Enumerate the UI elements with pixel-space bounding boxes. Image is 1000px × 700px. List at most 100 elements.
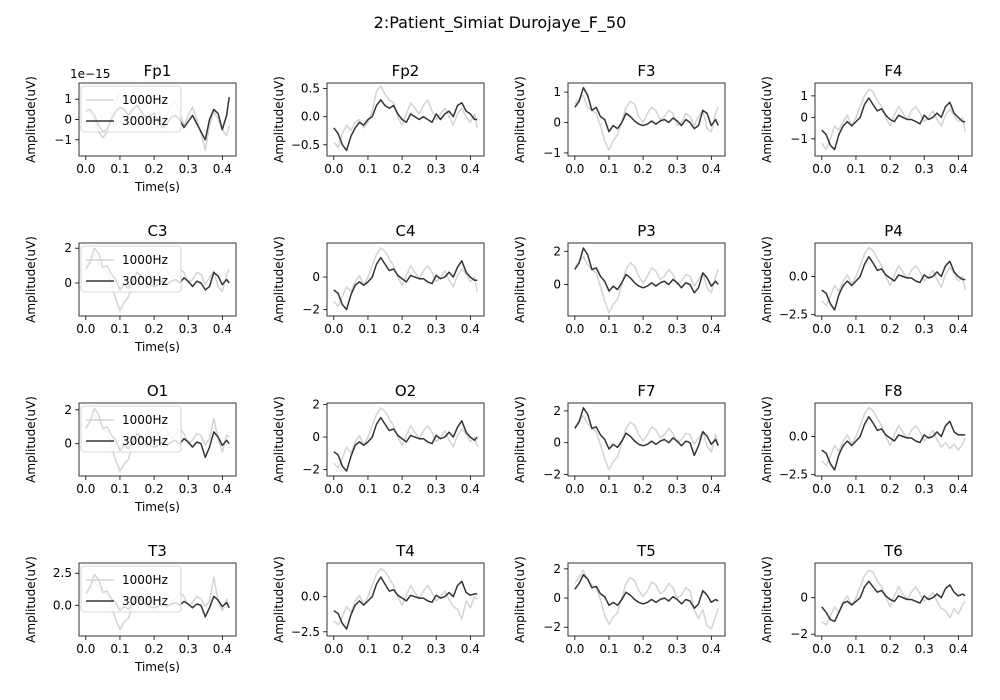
x-tick-label: 0.3 [427,322,446,336]
subplot-fp1: Fp1 0.0 0.1 0.2 0.3 0.4 1 0 −1 Amplitude(uV) Time(… [24,62,237,194]
series-line-1000hz [821,246,966,307]
y-tick-label: 0 [553,591,561,605]
series-line-1000hz [821,569,966,626]
subplot-title: Fp2 [392,62,420,80]
subplot-title: O2 [395,382,416,400]
y-tick-label: −2 [543,620,561,634]
y-tick-label: −2.5 [779,467,808,481]
x-tick-label: 0.2 [393,322,412,336]
plot-area [333,407,478,472]
y-tick-label: 0 [312,430,320,444]
y-axis-label: Amplitude(uV) [272,396,286,483]
y-tick-label: 2 [64,241,72,255]
x-tick-label: 0.1 [358,642,377,656]
subplot-t3: T3 0.0 0.1 0.2 0.3 0.4 2.5 0.0 Amplitude(uV) Time… [24,542,237,674]
y-axis-label: Amplitude(uV) [760,556,774,643]
series-line-1000hz [333,567,478,626]
series-line-3000hz [574,573,719,610]
legend: 1000Hz 3000Hz [80,565,182,613]
plot-area [574,569,719,630]
x-tick-label: 0.0 [565,322,584,336]
axes-frame [814,402,973,477]
y-tick-label: −2 [543,467,561,481]
series-line-3000hz [333,99,478,152]
y-tick-label: 1 [553,85,561,99]
subplot-t4: T4 0.0 0.1 0.2 0.3 0.4 0.0 −2.5 Amplitude(uV) [272,542,485,656]
x-tick-label: 0.0 [565,162,584,176]
x-tick-label: 0.4 [213,642,232,656]
x-tick-label: 0.1 [358,482,377,496]
series-line-3000hz [574,247,719,294]
x-tick-label: 0.0 [324,322,343,336]
x-tick-label: 0.2 [881,642,900,656]
x-tick-label: 0.3 [668,322,687,336]
y-tick-label: 0 [312,270,320,284]
x-tick-label: 0.1 [599,162,618,176]
x-tick-label: 0.3 [427,642,446,656]
x-tick-label: 0.3 [915,322,934,336]
x-tick-label: 0.4 [949,482,968,496]
y-tick-label: 0 [800,110,808,124]
subplot-f3: F3 0.0 0.1 0.2 0.3 0.4 1 0 −1 Amplitude(uV) [513,62,726,176]
x-tick-label: 0.0 [565,642,584,656]
y-tick-label: 0 [64,113,72,127]
legend-label: 1000Hz [122,93,168,107]
plot-area [333,567,478,630]
x-tick-label: 0.2 [393,482,412,496]
x-tick-label: 0.4 [213,322,232,336]
x-tick-label: 0.4 [702,322,721,336]
x-tick-label: 0.1 [846,482,865,496]
y-axis-label: Amplitude(uV) [272,236,286,323]
axes-frame [78,562,237,637]
subplot-p3: P3 0.0 0.1 0.2 0.3 0.4 2 0 Amplitude(uV) [513,222,726,336]
series-line-3000hz [333,576,478,630]
subplot-grid: Fp1 0.0 0.1 0.2 0.3 0.4 1 0 −1 Amplitude(uV) Time(… [24,62,973,674]
x-tick-label: 0.2 [881,162,900,176]
legend-label: 1000Hz [122,253,168,267]
y-tick-label: −0.5 [291,138,320,152]
series-line-1000hz [574,94,719,151]
x-axis-label: Time(s) [134,340,180,354]
y-axis-label: Amplitude(uV) [760,76,774,163]
x-tick-label: 0.4 [213,482,232,496]
legend-label: 3000Hz [122,274,168,288]
y-axis-label: Amplitude(uV) [24,76,38,163]
y-tick-label: −2 [302,303,320,317]
series-line-3000hz [821,255,966,311]
x-tick-label: 0.1 [599,322,618,336]
y-axis-label: Amplitude(uV) [24,236,38,323]
series-line-1000hz [574,255,719,314]
series-line-1000hz [574,414,719,471]
x-tick-label: 0.2 [145,482,164,496]
x-tick-label: 0.0 [76,482,95,496]
x-tick-label: 0.3 [179,162,198,176]
subplot-title: P4 [884,222,903,240]
subplot-c4: C4 0.0 0.1 0.2 0.3 0.4 0 −2 Amplitude(uV) [272,222,485,336]
y-tick-label: 0.0 [789,269,808,283]
x-tick-label: 0.0 [812,162,831,176]
x-tick-label: 0.4 [213,162,232,176]
axes-frame [814,82,973,157]
x-tick-label: 0.0 [76,642,95,656]
subplot-title: F8 [884,382,902,400]
x-tick-label: 0.1 [358,322,377,336]
x-axis-label: Time(s) [134,660,180,674]
subplot-title: F3 [637,62,655,80]
y-axis-label: Amplitude(uV) [760,396,774,483]
subplot-title: F7 [637,382,655,400]
x-tick-label: 0.2 [881,322,900,336]
series-line-3000hz [333,256,478,311]
y-tick-label: 1 [800,89,808,103]
axes-frame [326,402,485,477]
subplot-title: P3 [637,222,656,240]
y-tick-label: 0 [553,436,561,450]
series-line-1000hz [333,247,478,308]
x-tick-label: 0.1 [110,482,129,496]
x-tick-label: 0.1 [599,642,618,656]
subplot-title: T5 [636,542,656,560]
series-line-3000hz [574,86,719,133]
y-tick-label: 0.0 [301,110,320,124]
subplot-title: T4 [395,542,415,560]
x-tick-label: 0.1 [110,322,129,336]
